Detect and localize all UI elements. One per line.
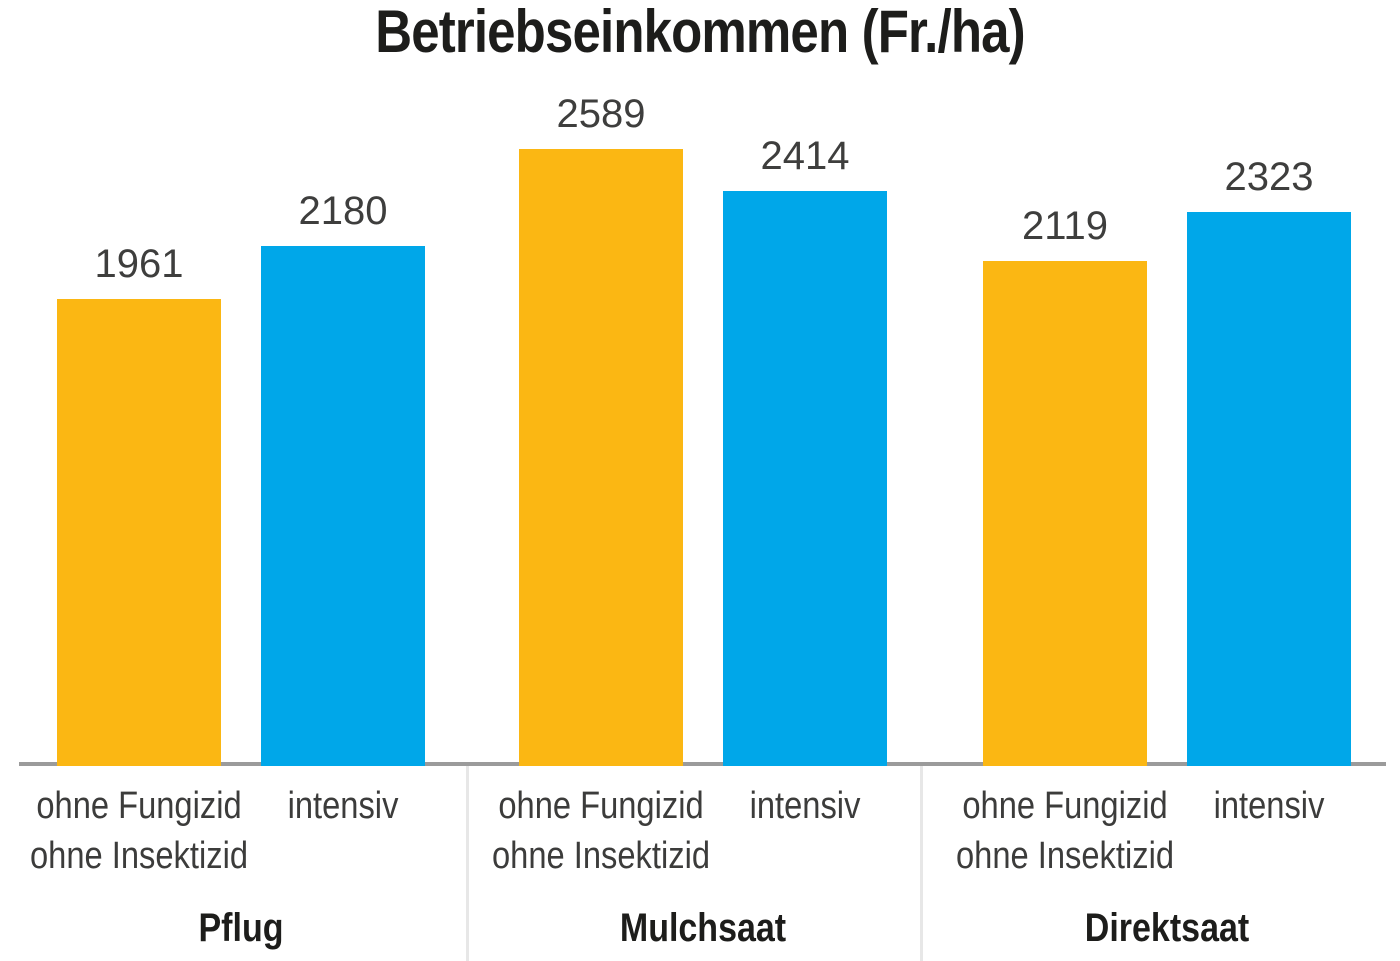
value-label-direktsaat-ohne-fungizid: 2119 — [1021, 204, 1109, 248]
tick-label-pflug-intensiv: intensiv — [288, 781, 399, 831]
tick-label-line: ohne Insektizid — [491, 835, 711, 877]
category-label-mulchsaat: Mulchsaat — [619, 906, 787, 950]
bar-pflug-ohne-fungizid — [57, 299, 221, 766]
tick-label-line: intensiv — [749, 785, 861, 827]
value-label-pflug-ohne-fungizid: 1961 — [94, 242, 184, 286]
bar-direktsaat-ohne-fungizid — [983, 261, 1147, 766]
tick-label-mulchsaat-intensiv: intensiv — [750, 781, 861, 831]
x-axis-baseline — [19, 762, 1386, 766]
bar-mulchsaat-intensiv — [723, 191, 887, 766]
value-label-direktsaat-intensiv: 2323 — [1224, 155, 1314, 199]
tick-label-direktsaat-ohne-fungizid-ohne-insektizid: ohne Fungizid ohne Insektizid — [956, 781, 1174, 881]
bar-direktsaat-intensiv — [1187, 212, 1351, 766]
bar-mulchsaat-ohne-fungizid — [519, 149, 683, 766]
tick-label-line: ohne Fungizid — [36, 785, 242, 827]
tick-label-line: intensiv — [287, 785, 399, 827]
tick-label-mulchsaat-ohne-fungizid-ohne-insektizid: ohne Fungizid ohne Insektizid — [492, 781, 710, 881]
bar-pflug-intensiv — [261, 246, 425, 766]
tick-label-line: intensiv — [1213, 785, 1325, 827]
tick-label-line: ohne Fungizid — [962, 785, 1168, 827]
tick-label-line: ohne Insektizid — [955, 835, 1175, 877]
value-label-mulchsaat-ohne-fungizid: 2589 — [556, 92, 646, 136]
tick-label-direktsaat-intensiv: intensiv — [1214, 781, 1325, 831]
group-separator-line-2 — [920, 766, 923, 961]
group-separator-line-1 — [466, 766, 469, 961]
tick-label-line: ohne Insektizid — [29, 835, 249, 877]
value-label-mulchsaat-intensiv: 2414 — [760, 134, 850, 178]
category-label-pflug: Pflug — [198, 906, 284, 950]
category-label-direktsaat: Direktsaat — [1084, 906, 1250, 950]
chart-title: Betriebseinkommen (Fr./ha) — [375, 0, 1025, 65]
tick-label-line: ohne Fungizid — [498, 785, 704, 827]
value-label-pflug-intensiv: 2180 — [298, 189, 388, 233]
tick-label-pflug-ohne-fungizid-ohne-insektizid: ohne Fungizid ohne Insektizid — [30, 781, 248, 881]
